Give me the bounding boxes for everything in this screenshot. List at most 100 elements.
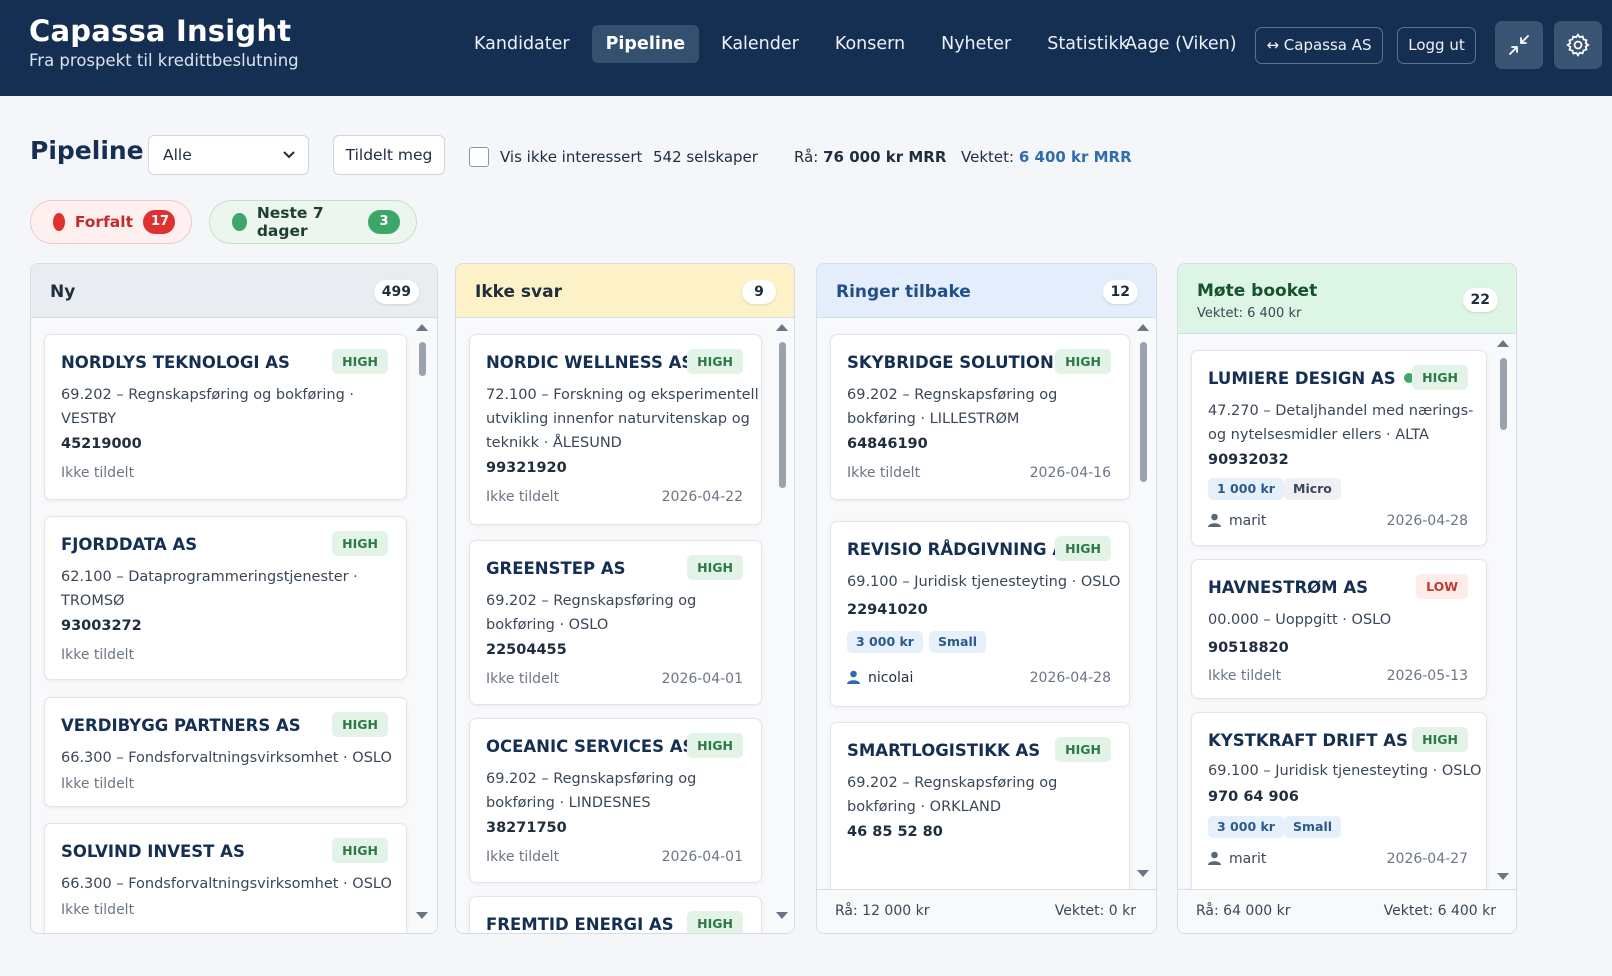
column-ny: Ny 499 NORDLYS TEKNOLOGI AS HIGH 69.202 … xyxy=(30,263,438,934)
raw-mrr-label: Rå: xyxy=(794,148,819,166)
company-name[interactable]: OCEANIC SERVICES AS xyxy=(486,737,695,756)
company-name-text: LUMIERE DESIGN AS xyxy=(1208,369,1396,388)
collapse-button[interactable] xyxy=(1495,21,1543,69)
company-name[interactable]: LUMIERE DESIGN AS xyxy=(1208,369,1414,388)
company-name[interactable]: SOLVIND INVEST AS xyxy=(61,842,245,861)
next-7-days-count-badge: 3 xyxy=(368,210,400,234)
follow-up-date: 2026-05-13 xyxy=(1386,668,1468,684)
priority-badge: HIGH xyxy=(1412,365,1468,390)
company-name[interactable]: FJORDDATA AS xyxy=(61,535,198,554)
show-not-interested-checkbox[interactable] xyxy=(469,147,489,167)
priority-badge: HIGH xyxy=(687,733,743,758)
nav-statistikk[interactable]: Statistikk xyxy=(1047,34,1129,54)
nav-pipeline[interactable]: Pipeline xyxy=(591,25,700,63)
assignee: Ikke tildelt xyxy=(486,671,560,687)
nav-kandidater[interactable]: Kandidater xyxy=(474,34,570,54)
pipeline-card[interactable]: NORDLYS TEKNOLOGI AS HIGH 69.202 – Regns… xyxy=(44,334,407,500)
size-tag: Small xyxy=(1284,816,1342,838)
main-nav: Kandidater Pipeline Kalender Konsern Nyh… xyxy=(460,25,1151,63)
next-7-days-dot-icon xyxy=(232,213,247,231)
pipeline-card[interactable]: SOLVIND INVEST AS HIGH 66.300 – Fondsfor… xyxy=(44,823,407,933)
company-name[interactable]: GREENSTEP AS xyxy=(486,559,626,578)
scroll-down-arrow-icon[interactable] xyxy=(1497,873,1509,880)
show-not-interested-label[interactable]: Vis ikke interessert xyxy=(500,148,643,166)
assignee: Ikke tildelt xyxy=(61,465,135,481)
scroll-thumb[interactable] xyxy=(419,342,426,376)
settings-button[interactable] xyxy=(1554,21,1602,69)
scroll-thumb[interactable] xyxy=(1140,342,1147,482)
pipeline-card[interactable]: FJORDDATA AS HIGH 62.100 – Dataprogramme… xyxy=(44,516,407,680)
company-number: 93003272 xyxy=(61,618,142,634)
column-mote-booket: Møte booket Vektet: 6 400 kr 22 LUMIERE … xyxy=(1177,263,1517,934)
switch-company-button[interactable]: ↔ Capassa AS xyxy=(1255,27,1383,64)
pipeline-card[interactable]: KYSTKRAFT DRIFT AS HIGH 69.100 – Juridis… xyxy=(1191,712,1487,889)
column-title: Møte booket xyxy=(1197,281,1318,301)
follow-up-date: 2026-04-22 xyxy=(661,489,743,505)
industry-line: bokføring · LILLESTRØM xyxy=(847,411,1020,427)
size-tag: Micro xyxy=(1284,478,1341,500)
company-name[interactable]: FREMTID ENERGI AS xyxy=(486,915,674,933)
company-name[interactable]: SKYBRIDGE SOLUTIONS AS xyxy=(847,353,1097,372)
column-card-list[interactable]: SKYBRIDGE SOLUTIONS AS HIGH 69.202 – Reg… xyxy=(817,318,1156,889)
assigned-to-me-button[interactable]: Tildelt meg xyxy=(333,135,445,175)
app-subtitle: Fra prospekt til kredittbeslutning xyxy=(29,51,299,70)
assignee: marit xyxy=(1208,513,1266,529)
pipeline-card[interactable]: NORDIC WELLNESS AS HIGH 72.100 – Forskni… xyxy=(469,334,762,525)
scroll-down-arrow-icon[interactable] xyxy=(416,912,428,919)
pipeline-filter-select[interactable]: Alle xyxy=(148,135,309,175)
scroll-up-arrow-icon[interactable] xyxy=(416,324,428,331)
logout-button[interactable]: Logg ut xyxy=(1397,27,1476,64)
nav-kalender[interactable]: Kalender xyxy=(721,34,799,54)
column-scrollbar[interactable] xyxy=(1497,338,1509,888)
pipeline-card[interactable]: LUMIERE DESIGN AS HIGH 47.270 – Detaljha… xyxy=(1191,350,1487,546)
company-name[interactable]: SMARTLOGISTIKK AS xyxy=(847,741,1041,760)
pipeline-card[interactable]: GREENSTEP AS HIGH 69.202 – Regnskapsføri… xyxy=(469,540,762,705)
pipeline-card[interactable]: SKYBRIDGE SOLUTIONS AS HIGH 69.202 – Reg… xyxy=(830,334,1130,500)
nav-konsern[interactable]: Konsern xyxy=(834,34,906,54)
scroll-up-arrow-icon[interactable] xyxy=(1137,324,1149,331)
column-card-list[interactable]: NORDIC WELLNESS AS HIGH 72.100 – Forskni… xyxy=(456,318,794,933)
column-header: Ikke svar 9 xyxy=(456,264,794,318)
column-scrollbar[interactable] xyxy=(776,322,788,922)
column-title: Ny xyxy=(50,282,76,302)
pipeline-card[interactable]: VERDIBYGG PARTNERS AS HIGH 66.300 – Fond… xyxy=(44,697,407,807)
next-7-days-filter-chip[interactable]: Neste 7 dager 3 xyxy=(209,200,417,244)
pipeline-card[interactable]: HAVNESTRØM AS LOW 00.000 – Uoppgitt · OS… xyxy=(1191,559,1487,699)
column-scrollbar[interactable] xyxy=(416,322,428,922)
user-icon xyxy=(1208,513,1221,527)
column-card-list[interactable]: LUMIERE DESIGN AS HIGH 47.270 – Detaljha… xyxy=(1178,334,1516,889)
column-scrollbar[interactable] xyxy=(1137,322,1149,882)
industry-line: 00.000 – Uoppgitt · OSLO xyxy=(1208,612,1392,628)
raw-mrr-value: 76 000 kr MRR xyxy=(823,148,947,166)
nav-nyheter[interactable]: Nyheter xyxy=(941,34,1012,54)
pipeline-card[interactable]: REVISIO RÅDGIVNING AS HIGH 69.100 – Juri… xyxy=(830,521,1130,707)
scroll-down-arrow-icon[interactable] xyxy=(776,912,788,919)
scroll-up-arrow-icon[interactable] xyxy=(1497,340,1509,347)
overdue-dot-icon xyxy=(53,213,65,231)
column-card-list[interactable]: NORDLYS TEKNOLOGI AS HIGH 69.202 – Regns… xyxy=(31,318,437,933)
pipeline-card[interactable]: SMARTLOGISTIKK AS HIGH 69.202 – Regnskap… xyxy=(830,722,1130,889)
scroll-thumb[interactable] xyxy=(1500,358,1507,430)
pipeline-card[interactable]: FREMTID ENERGI AS HIGH xyxy=(469,896,762,933)
company-name[interactable]: HAVNESTRØM AS xyxy=(1208,578,1368,597)
current-user: Aage (Viken) xyxy=(1125,34,1237,54)
company-name[interactable]: VERDIBYGG PARTNERS AS xyxy=(61,716,301,735)
overdue-filter-chip[interactable]: Forfalt 17 xyxy=(30,200,192,244)
company-name[interactable]: REVISIO RÅDGIVNING AS xyxy=(847,540,1078,559)
company-name[interactable]: NORDLYS TEKNOLOGI AS xyxy=(61,353,290,372)
company-number: 64846190 xyxy=(847,436,928,452)
scroll-up-arrow-icon[interactable] xyxy=(776,324,788,331)
company-name[interactable]: KYSTKRAFT DRIFT AS xyxy=(1208,731,1408,750)
company-name[interactable]: NORDIC WELLNESS AS xyxy=(486,353,712,372)
stat-separator: · xyxy=(940,148,945,166)
priority-badge: HIGH xyxy=(1055,349,1111,374)
scroll-thumb[interactable] xyxy=(779,342,786,488)
assignee: Ikke tildelt xyxy=(61,902,135,918)
scroll-down-arrow-icon[interactable] xyxy=(1137,870,1149,877)
next-7-days-label: Neste 7 dager xyxy=(256,204,324,240)
company-number: 99321920 xyxy=(486,460,567,476)
industry-line: 69.202 – Regnskapsføring og bokføring · xyxy=(61,387,354,403)
brand[interactable]: Capassa Insight Fra prospekt til kreditt… xyxy=(29,14,299,70)
pipeline-card[interactable]: OCEANIC SERVICES AS HIGH 69.202 – Regnsk… xyxy=(469,718,762,883)
priority-badge: HIGH xyxy=(687,349,743,374)
